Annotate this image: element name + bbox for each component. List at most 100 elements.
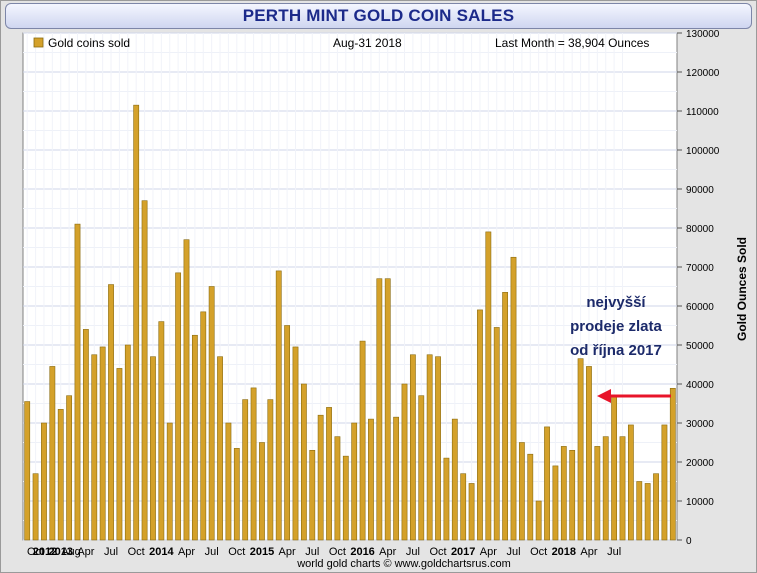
bar — [586, 366, 592, 541]
y-axis-label: Gold Ounces Sold — [735, 237, 749, 341]
bar — [74, 223, 81, 541]
bar — [485, 231, 492, 541]
bar — [359, 340, 366, 541]
bars — [24, 104, 676, 541]
x-axis-ticks: Oct 2013 Apr Jul Oct 2014 Apr Jul Oct 2015 Apr Jul O… — [27, 546, 621, 558]
bar — [535, 500, 542, 541]
bar — [602, 436, 609, 541]
bar — [468, 483, 475, 541]
y-tick-label: 120000 — [686, 68, 720, 79]
y-tick-label: 100000 — [686, 146, 720, 157]
legend-label: Gold coins sold — [48, 36, 130, 50]
x-tick-label: Jul — [607, 546, 621, 558]
bar — [594, 446, 601, 541]
x-tick-label: Apr — [379, 546, 396, 558]
last-month-label: Last Month = 38,904 Ounces — [495, 36, 649, 50]
bar — [368, 418, 374, 541]
bar — [510, 256, 517, 541]
bar — [267, 399, 274, 541]
bar — [661, 424, 668, 541]
y-tick-label: 130000 — [686, 29, 720, 40]
y-tick-label: 50000 — [686, 341, 714, 352]
bar — [443, 457, 450, 541]
x-tick-label: Oct — [228, 546, 245, 558]
bar — [376, 278, 383, 541]
bar — [275, 270, 282, 541]
bar — [41, 422, 47, 541]
bar — [326, 407, 332, 541]
x-tick-label: Oct — [27, 546, 44, 558]
x-tick-label: Oct — [329, 546, 346, 558]
bar — [569, 449, 576, 541]
footer-credit: world gold charts © www.goldchartsrus.co… — [296, 558, 511, 570]
bar — [300, 383, 307, 541]
bar — [116, 368, 123, 541]
x-tick-label: Jul — [506, 546, 520, 558]
date-label: Aug-31 2018 — [333, 36, 402, 50]
x-tick-label: Aug — [61, 546, 81, 558]
bar — [351, 422, 358, 541]
bar — [183, 239, 190, 541]
x-tick-label: 2016 — [350, 546, 374, 558]
bar — [644, 483, 651, 541]
bar — [158, 321, 165, 541]
y-tick-label: 110000 — [686, 107, 719, 118]
annotation-line-2: prodeje zlata — [570, 318, 662, 335]
x-tick-label: 2012 — [33, 546, 57, 558]
bar — [259, 442, 265, 541]
bar — [435, 356, 441, 541]
bar — [124, 344, 131, 541]
chart-title-bar: PERTH MINT GOLD COIN SALES — [5, 3, 752, 29]
bar — [577, 358, 584, 541]
bar — [669, 387, 676, 541]
bar — [200, 311, 207, 541]
x-tick-label: Jul — [305, 546, 319, 558]
bar — [544, 426, 550, 541]
x-tick-label: 2015 — [250, 546, 274, 558]
x-tick-label: 2014 — [149, 546, 174, 558]
bar — [208, 286, 215, 541]
y-axis-ticks: 0 10000 20000 30000 40000 50000 60000 70000 8000… — [677, 29, 720, 547]
x-tick-label: 2017 — [451, 546, 475, 558]
bar — [250, 387, 257, 541]
y-tick-label: 70000 — [686, 263, 714, 274]
x-tick-label: 2018 — [552, 546, 576, 558]
bar — [518, 442, 525, 541]
legend-swatch — [33, 37, 44, 48]
y-tick-label: 30000 — [686, 419, 714, 430]
bar — [334, 436, 341, 541]
bar — [342, 455, 349, 541]
bar — [292, 346, 299, 541]
x-tick-label: Jul — [104, 546, 118, 558]
bar — [217, 356, 223, 541]
bar — [611, 395, 618, 541]
bar — [426, 354, 433, 541]
bar — [636, 481, 643, 541]
x-tick-label: Jul — [406, 546, 420, 558]
bar — [191, 334, 198, 541]
y-tick-label: 90000 — [686, 185, 714, 196]
x-tick-label: Oct — [530, 546, 547, 558]
chart-title: PERTH MINT GOLD COIN SALES — [242, 6, 515, 25]
x-tick-label: Jul — [205, 546, 219, 558]
bar — [627, 424, 634, 541]
bar — [99, 346, 106, 541]
x-tick-label: Apr — [480, 546, 497, 558]
bar — [619, 436, 626, 541]
bar — [460, 473, 467, 541]
y-tick-label: 80000 — [686, 224, 714, 235]
bar — [284, 325, 291, 541]
x-tick-label: Apr — [580, 546, 597, 558]
bar — [150, 356, 156, 541]
y-tick-label: 0 — [686, 536, 692, 547]
bar — [91, 354, 98, 541]
bar — [175, 272, 182, 541]
bar — [527, 453, 534, 541]
x-tick-label: Oct — [128, 546, 145, 558]
bar — [141, 200, 148, 541]
bar — [225, 422, 232, 541]
bar — [166, 422, 173, 541]
bar — [133, 104, 140, 541]
bar — [560, 446, 567, 541]
x-tick-label: Apr — [178, 546, 195, 558]
